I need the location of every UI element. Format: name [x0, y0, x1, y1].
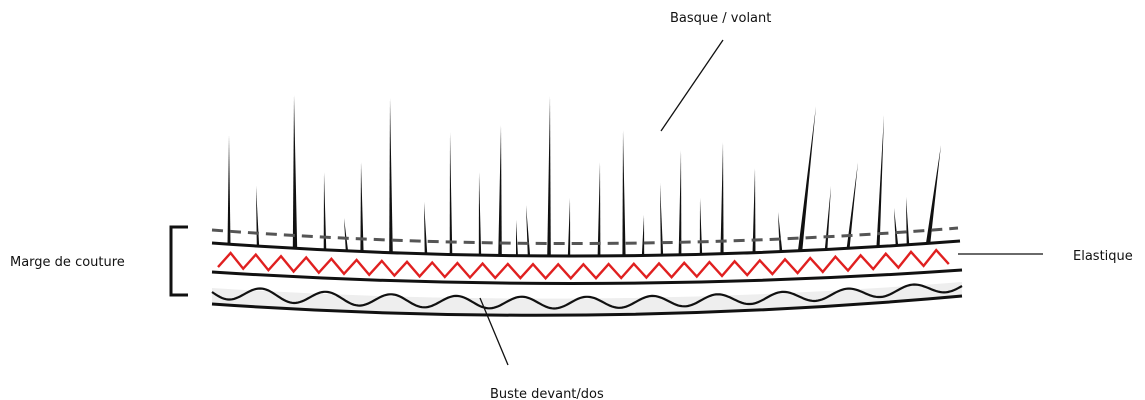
- gather-spike: [699, 198, 703, 256]
- flounce-gathers: [227, 95, 941, 258]
- label-basque: Basque / volant: [670, 11, 771, 26]
- label-buste: Buste devant/dos: [490, 387, 604, 400]
- label-elastique: Elastique: [1073, 249, 1133, 264]
- gather-spike: [344, 218, 349, 252]
- leader-basque: [660, 39, 724, 132]
- gather-spike: [516, 220, 518, 257]
- gather-spike: [449, 132, 453, 256]
- seam-allowance-bracket: [169, 225, 188, 297]
- bust-fabric: [212, 282, 962, 316]
- gather-spike: [424, 202, 428, 255]
- gather-spike: [752, 168, 756, 254]
- gather-spike: [906, 197, 910, 246]
- gather-spike: [227, 135, 231, 246]
- bust-bottom-line: [211, 294, 963, 317]
- leader-buste: [479, 297, 509, 366]
- gather-spike: [641, 215, 645, 257]
- gather-spike: [894, 208, 899, 247]
- gather-spike: [660, 183, 664, 257]
- gather-spike: [876, 115, 884, 248]
- gather-spike: [846, 162, 858, 250]
- flounce-edge-line: [211, 239, 961, 258]
- gather-spike: [778, 212, 783, 253]
- gather-spike: [720, 142, 724, 255]
- seam-line-middle: [211, 268, 963, 286]
- gather-spike: [597, 162, 601, 257]
- gather-spike: [526, 205, 531, 257]
- label-marge: Marge de couture: [10, 255, 125, 270]
- gather-spike: [824, 186, 831, 251]
- gather-spike: [256, 186, 260, 248]
- gather-spike: [498, 125, 502, 257]
- bust-gathered-edge: [211, 283, 963, 310]
- gather-spike: [547, 96, 551, 257]
- gather-spike: [622, 130, 626, 257]
- gather-spike: [292, 95, 298, 250]
- gather-spike: [567, 198, 571, 258]
- stitch-line-dashed: [211, 226, 959, 245]
- elastic-zigzag: [217, 248, 950, 281]
- gather-spike: [797, 106, 816, 252]
- gather-spike: [360, 162, 364, 253]
- gather-spike: [678, 150, 682, 256]
- gather-spike: [389, 98, 393, 254]
- gather-spike: [925, 145, 941, 245]
- gather-spike: [323, 172, 327, 251]
- gather-spike: [478, 172, 482, 257]
